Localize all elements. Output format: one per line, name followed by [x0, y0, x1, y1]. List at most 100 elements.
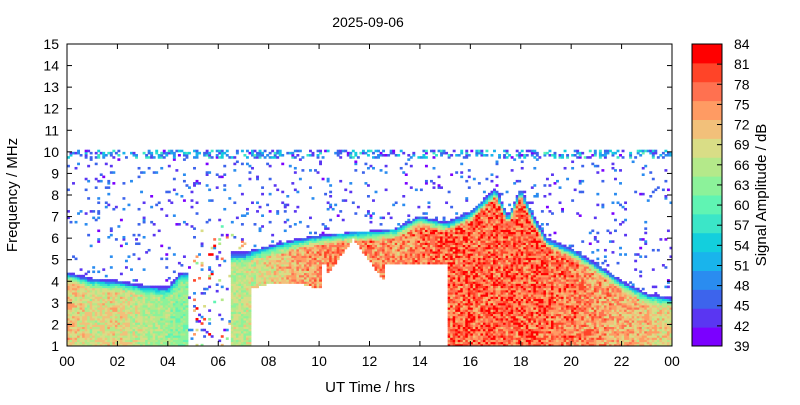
heatmap-cell [243, 311, 247, 315]
heatmap-cell [417, 240, 421, 243]
heatmap-cell [135, 335, 138, 338]
heatmap-cell [185, 337, 189, 340]
heatmap-cell [417, 229, 421, 233]
heatmap-cell [152, 302, 156, 306]
heatmap-cell [485, 235, 489, 239]
heatmap-cell [419, 223, 423, 226]
heatmap-cell [440, 227, 443, 230]
heatmap-cell [167, 335, 171, 338]
heatmap-cell [77, 320, 80, 323]
heatmap-cell [475, 335, 479, 338]
heatmap-cell [215, 149, 219, 153]
heatmap-cell [412, 233, 416, 237]
heatmap-cell [79, 279, 83, 282]
heatmap-cell [102, 333, 106, 336]
heatmap-cell [132, 287, 136, 291]
heatmap-cell [382, 235, 386, 239]
heatmap-cell [102, 279, 106, 282]
heatmap-cell [167, 190, 171, 194]
heatmap-cell [167, 322, 171, 325]
heatmap-cell [172, 158, 176, 161]
heatmap-cell [243, 253, 247, 256]
heatmap-cell [480, 216, 484, 220]
heatmap-cell [447, 309, 451, 312]
heatmap-cell [475, 238, 479, 241]
heatmap-cell [447, 328, 451, 332]
heatmap-cell [243, 281, 247, 284]
heatmap-cell [326, 244, 330, 248]
heatmap-cell [291, 261, 295, 265]
heatmap-cell [344, 242, 348, 246]
heatmap-cell [417, 220, 421, 224]
heatmap-cell [467, 298, 471, 302]
heatmap-cell [99, 281, 103, 284]
heatmap-cell [72, 283, 75, 286]
heatmap-cell [220, 343, 224, 347]
heatmap-cell [467, 279, 471, 282]
heatmap-cell [482, 201, 486, 205]
heatmap-cell [182, 326, 186, 330]
heatmap-cell [329, 246, 333, 250]
heatmap-cell [79, 322, 83, 325]
heatmap-cell [419, 218, 423, 222]
heatmap-cell [155, 328, 159, 332]
heatmap-cell [89, 335, 93, 338]
heatmap-cell [97, 328, 101, 332]
heatmap-cell [462, 156, 466, 159]
heatmap-cell [104, 328, 108, 332]
heatmap-cell [140, 171, 144, 174]
heatmap-cell [291, 248, 295, 252]
heatmap-cell [162, 294, 166, 297]
heatmap-cell [94, 218, 98, 222]
heatmap-cell [84, 307, 88, 310]
heatmap-cell [424, 227, 428, 230]
heatmap-cell [195, 149, 199, 153]
heatmap-cell [258, 248, 262, 252]
heatmap-cell [404, 182, 408, 185]
heatmap-cell [288, 261, 292, 265]
heatmap-cell [462, 274, 466, 278]
heatmap-cell [142, 300, 146, 304]
heatmap-cell [394, 261, 398, 265]
heatmap-cell [230, 339, 234, 343]
heatmap-cell [366, 255, 370, 258]
heatmap-cell [442, 220, 446, 224]
heatmap-cell [172, 315, 176, 319]
heatmap-cell [447, 324, 451, 327]
heatmap-cell [107, 335, 111, 338]
heatmap-cell [412, 225, 416, 228]
heatmap-cell [324, 246, 328, 250]
heatmap-cell [233, 235, 237, 239]
heatmap-cell [329, 248, 333, 252]
heatmap-cell [477, 311, 481, 315]
heatmap-cell [384, 238, 388, 241]
heatmap-cell [336, 151, 340, 155]
heatmap-cell [457, 328, 461, 332]
heatmap-cell [440, 225, 443, 228]
heatmap-cell [67, 311, 70, 315]
heatmap-cell [69, 281, 73, 284]
heatmap-cell [467, 218, 471, 222]
heatmap-cell [99, 151, 103, 155]
heatmap-cell [256, 266, 259, 269]
heatmap-cell [238, 307, 242, 310]
heatmap-cell [87, 311, 91, 315]
heatmap-cell [160, 307, 164, 310]
heatmap-cell [477, 298, 481, 302]
heatmap-cell [475, 151, 479, 155]
heatmap-cell [356, 205, 360, 209]
heatmap-cell [256, 177, 259, 181]
heatmap-cell [200, 292, 204, 295]
heatmap-cell [142, 324, 146, 327]
heatmap-cell [135, 309, 138, 312]
heatmap-cell [74, 292, 78, 295]
heatmap-cell [369, 251, 373, 254]
heatmap-cell [392, 238, 396, 241]
heatmap-cell [442, 261, 446, 265]
heatmap-cell [223, 173, 227, 176]
heatmap-cell [407, 251, 411, 254]
heatmap-cell [422, 242, 426, 246]
heatmap-cell [72, 307, 75, 310]
heatmap-cell [112, 326, 116, 330]
heatmap-cell [135, 298, 138, 302]
